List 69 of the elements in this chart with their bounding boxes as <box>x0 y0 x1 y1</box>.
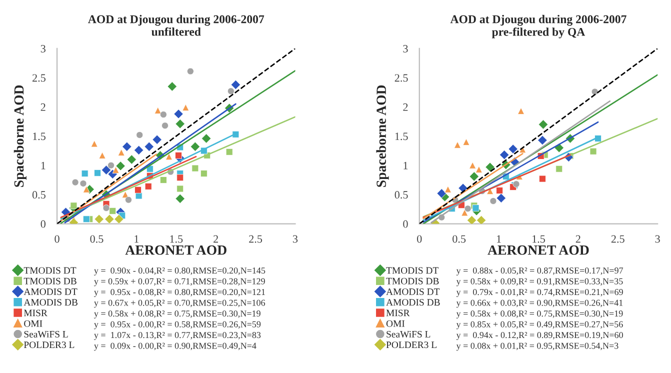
x-tick-label: 3 <box>292 235 298 243</box>
legend-label: AMODIS DB <box>386 299 440 306</box>
y-tick-label: 3 <box>40 44 46 52</box>
chart-title: AOD at Djougou during 2006-2007 <box>450 14 626 26</box>
y-tick-label: 1.5 <box>395 132 408 140</box>
x-tick-label: 1.5 <box>170 235 183 243</box>
text: y = 0.67x + 0.05,R² = 0.70,RMSE=0.25,N=106 <box>94 300 266 308</box>
text: y = 0.09x - 0.00,R² = 0.90,RMSE=0.49,N=4 <box>94 342 256 351</box>
chart-subtitle: unfiltered <box>152 27 201 36</box>
y-tick-label: 1.5 <box>33 132 46 140</box>
legend-label: TMODIS DT <box>386 267 439 274</box>
y-tick-label: 0 <box>403 220 408 228</box>
y-tick-label: 2 <box>40 103 46 111</box>
text: y = 0.85x + 0.05,R² = 0.49,RMSE=0.27,N=56 <box>456 321 623 330</box>
text: y = 1.07x - 0.13,R² = 0.77,RMSE=0.23,N=83 <box>94 332 261 340</box>
text: y = 0.08x + 0.01,R² = 0.95,RMSE=0.54,N=3 <box>456 342 618 351</box>
x-tick-label: 1.5 <box>532 235 545 243</box>
y-tick-label: 2.5 <box>32 74 46 82</box>
y-axis-title: Spaceborne AOD <box>14 85 26 187</box>
text: y = 0.88x - 0.05,R² = 0.87,RMSE=0.17,N=97 <box>456 267 624 276</box>
y-axis-title: Spaceborne AOD <box>376 85 389 187</box>
text: y = 0.94x - 0.12,R² = 0.89,RMSE=0.19,N=60 <box>456 332 623 340</box>
y-tick-label: 2 <box>403 103 408 111</box>
x-tick-label: 1 <box>134 235 139 243</box>
x-tick-label: 2 <box>576 235 580 243</box>
text: y = 0.59x + 0.07,R² = 0.71,RMSE=0.28,N=129 <box>94 278 265 286</box>
y-tick-label: 2.5 <box>394 74 408 82</box>
x-tick-label: 0.5 <box>452 235 466 243</box>
legend-label: AMODIS DT <box>386 288 440 296</box>
y-tick-label: 3 <box>403 44 408 52</box>
x-tick-label: 1 <box>496 235 501 243</box>
legend-label: SeaWiFS L <box>24 330 68 338</box>
text: y = 0.79x - 0.01,R² = 0.74,RMSE=0.21,N=69 <box>456 288 623 297</box>
x-tick-label: 3 <box>655 235 660 243</box>
text: y = 0.95x - 0.08,R² = 0.80,RMSE=0.20,N=121 <box>94 288 265 297</box>
x-axis-title: AERONET AOD <box>488 245 589 255</box>
text: y = 0.95x - 0.00,R² = 0.58,RMSE=0.26,N=59 <box>94 321 261 330</box>
y-tick-label: 0 <box>40 220 46 228</box>
chart-title: AOD at Djougou during 2006-2007 <box>88 14 264 26</box>
x-tick-label: 2 <box>214 235 218 243</box>
text: y = 0.66x + 0.03,R² = 0.90,RMSE=0.26,N=41 <box>456 300 623 308</box>
legend-label: AMODIS DT <box>24 288 78 296</box>
text: y = 0.58x + 0.09,R² = 0.91,RMSE=0.33,N=35 <box>456 278 623 286</box>
legend-label: POLDER3 L <box>386 342 436 348</box>
y-tick-label: 0.5 <box>394 191 408 199</box>
text: y = 0.58x + 0.08,R² = 0.75,RMSE=0.30,N=19 <box>94 310 260 318</box>
point <box>476 215 486 224</box>
legend-label: TMODIS DB <box>386 278 439 284</box>
y-tick-label: 1 <box>41 162 46 170</box>
x-tick-label: 0 <box>54 235 60 243</box>
text: y = 0.90x - 0.04,R² = 0.80,RMSE=0.20,N=145 <box>94 267 266 276</box>
legend-label: TMODIS DT <box>24 267 76 274</box>
legend-label: POLDER3 L <box>24 342 74 348</box>
text: y = 0.58x + 0.08,R² = 0.75,RMSE=0.30,N=19 <box>456 310 623 318</box>
legend-label: OMI <box>24 320 42 327</box>
x-tick-label: 0.5 <box>90 235 104 243</box>
legend-label: AMODIS DB <box>24 299 78 306</box>
y-tick-label: 1 <box>404 162 408 170</box>
legend-label: SeaWiFS L <box>386 330 430 338</box>
chart-subtitle: pre-filtered by QA <box>492 27 586 38</box>
y-tick-label: 0.5 <box>32 191 46 199</box>
x-tick-label: 0 <box>417 235 422 243</box>
legend-label: TMODIS DB <box>24 278 76 284</box>
legend-label: OMI <box>386 320 405 327</box>
x-tick-label: 2.5 <box>611 235 624 243</box>
x-tick-label: 2.5 <box>249 235 262 243</box>
legend-label: MISR <box>24 310 48 316</box>
x-axis-title: AERONET AOD <box>125 245 226 255</box>
legend-label: MISR <box>386 310 410 316</box>
